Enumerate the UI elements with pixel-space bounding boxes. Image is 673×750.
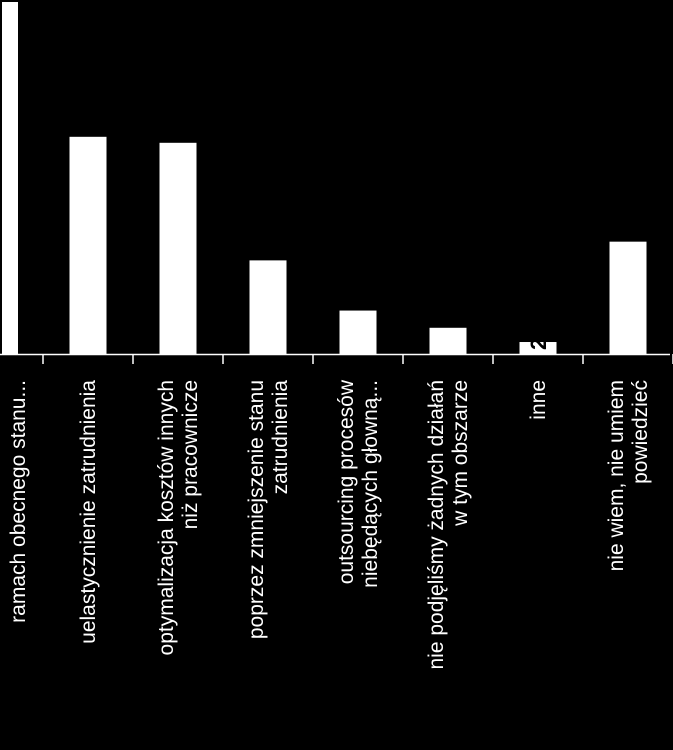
bars-group: 2	[2, 2, 647, 354]
category-label: nie podjęliśmy żadnych działań	[425, 380, 448, 670]
category-label: powiedzieć	[629, 380, 652, 484]
bar	[69, 136, 107, 354]
category-label: ramach obecnego stanu...	[7, 380, 30, 623]
category-label: poprzez zmniejszenie stanu	[245, 380, 268, 639]
category-label: nie wiem, nie umiem	[605, 380, 628, 571]
category-labels-group: ramach obecnego stanu... uelastycznienie …	[7, 379, 652, 669]
category-label: uelastycznienie zatrudnienia	[77, 380, 100, 644]
bar	[519, 342, 557, 354]
category-label: niebędących głowną...	[359, 380, 382, 588]
category-label: optymalizacja kosztów innych	[155, 380, 178, 655]
bar	[609, 241, 647, 354]
category-label: zatrudnienia	[269, 380, 292, 495]
bar	[429, 327, 467, 354]
data-label: 2	[526, 338, 551, 350]
category-label: outsourcing procesów	[335, 379, 358, 584]
axes-group	[0, 353, 673, 364]
bar	[249, 260, 287, 354]
bar	[339, 310, 377, 354]
bar	[159, 142, 197, 354]
category-label: inne	[527, 380, 550, 420]
category-label: w tym obszarze	[449, 380, 472, 527]
bar	[2, 2, 18, 354]
category-label: niż pracownicze	[179, 380, 202, 529]
